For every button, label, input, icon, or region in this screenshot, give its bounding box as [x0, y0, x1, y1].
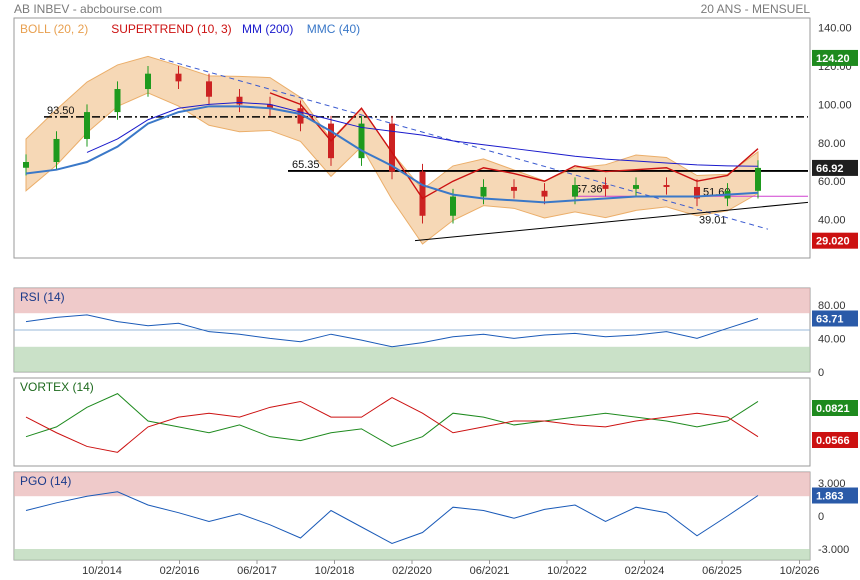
high-badge-bg — [812, 49, 858, 66]
main-y-tick-6: 40.00 — [818, 215, 846, 227]
candle-2015-01 — [84, 112, 90, 139]
x-tick-label-5: 02/2020 — [392, 565, 432, 577]
candle-2022-01 — [511, 186, 517, 191]
high-badge: 124.20 — [816, 53, 850, 65]
main-y-tick-3: 100.00 — [818, 99, 852, 111]
legend-item-1: BOLL (20, 2) — [20, 22, 88, 36]
pgo-low-zone — [14, 549, 810, 560]
x-tick-label-2: 02/2016 — [160, 565, 200, 577]
candle-2017-07 — [236, 96, 243, 105]
rsi-tick-3: 0 — [818, 367, 824, 379]
level-label-39: 39.01 — [699, 215, 727, 227]
candle-2020-01 — [389, 123, 395, 172]
candle-2016-07 — [175, 73, 182, 82]
candle-2018-07 — [297, 108, 304, 124]
candle-2017-01 — [206, 81, 212, 97]
rsi-label: RSI (14) — [20, 290, 65, 304]
x-tick-label-10: 10/2026 — [780, 565, 820, 577]
ascending-trendline — [414, 201, 809, 242]
pgo-tick-3: -3.000 — [818, 544, 849, 556]
vortex-minus-badge: 0.0566 — [816, 435, 850, 447]
candle-2024-01 — [633, 185, 639, 189]
candle-2016-01 — [145, 73, 151, 90]
x-tick-label-6: 06/2021 — [470, 565, 510, 577]
main-y-tick-5: 60.00 — [818, 176, 846, 188]
low-badge-bg — [812, 232, 858, 249]
candle-2023-01 — [572, 185, 578, 197]
legend-item-3: MM (200) — [242, 22, 293, 36]
chart-period: 20 ANS - MENSUEL — [700, 2, 810, 16]
pgo-tick-2: 0 — [818, 511, 824, 523]
pgo-high-zone — [14, 472, 810, 497]
x-tick-label-1: 10/2014 — [82, 565, 122, 577]
mm200-line — [86, 101, 759, 167]
low-badge: 29.020 — [816, 236, 850, 248]
vortex-minus-badge-bg — [812, 432, 858, 448]
pgo-line — [25, 491, 759, 545]
vortex-pane-frame — [13, 377, 811, 467]
x-tick-label-8: 02/2024 — [625, 565, 665, 577]
pgo-tick-1: 3.000 — [818, 478, 846, 490]
supertrend-line — [269, 92, 759, 200]
level-label-93: 93.50 — [47, 105, 75, 117]
x-tick-label-9: 06/2025 — [702, 565, 742, 577]
rsi-overbought-zone — [14, 288, 810, 314]
rsi-tick-2: 40.00 — [818, 333, 846, 345]
x-tick-label-3: 06/2017 — [237, 565, 277, 577]
candle-2014-01 — [23, 162, 29, 168]
pgo-label: PGO (14) — [20, 474, 71, 488]
candle-2014-07 — [53, 138, 60, 162]
candle-2023-07 — [602, 185, 609, 189]
level-label-65: 65.35 — [292, 159, 320, 171]
main-y-tick-4: 80.00 — [818, 138, 846, 150]
legend-item-2: SUPERTREND (10, 3) — [111, 22, 231, 36]
rsi-line — [25, 314, 759, 348]
last-price-badge-bg — [812, 159, 858, 176]
vortex-plus-badge-bg — [812, 400, 858, 416]
mmc40-line — [25, 105, 759, 204]
pgo-badge-bg — [812, 487, 858, 504]
main-y-tick-1: 140.00 — [818, 23, 852, 35]
pgo-badge: 1.863 — [816, 491, 844, 503]
level-label-57: 57.36 — [575, 183, 603, 195]
candle-2021-01 — [450, 196, 456, 216]
vortex-minus-line — [25, 396, 759, 453]
candle-2018-01 — [267, 104, 273, 109]
vortex-plus-line — [25, 393, 759, 447]
vortex-label: VORTEX (14) — [20, 380, 94, 394]
candle-2025-10 — [755, 167, 761, 191]
chart-title: AB INBEV - abcbourse.com — [14, 2, 163, 16]
rsi-tick-1: 80.00 — [818, 300, 846, 312]
candle-2019-07 — [358, 123, 365, 159]
x-tick-label-7: 10/2022 — [547, 565, 587, 577]
candle-2025-01 — [694, 186, 700, 199]
candle-2022-07 — [541, 190, 548, 197]
candle-2024-07 — [663, 185, 670, 187]
candle-2021-07 — [480, 186, 487, 197]
vortex-plus-badge: 0.0821 — [816, 403, 850, 415]
rsi-badge: 63.71 — [816, 313, 844, 325]
descending-trendline — [159, 57, 769, 230]
rsi-badge-bg — [812, 310, 858, 327]
last-price-badge: 66.92 — [816, 163, 844, 175]
candle-2020-07 — [419, 171, 426, 216]
x-tick-label-4: 10/2018 — [315, 565, 355, 577]
candle-2015-07 — [114, 89, 121, 113]
rsi-oversold-zone — [14, 346, 810, 372]
legend-item-4: MMC (40) — [307, 22, 360, 36]
